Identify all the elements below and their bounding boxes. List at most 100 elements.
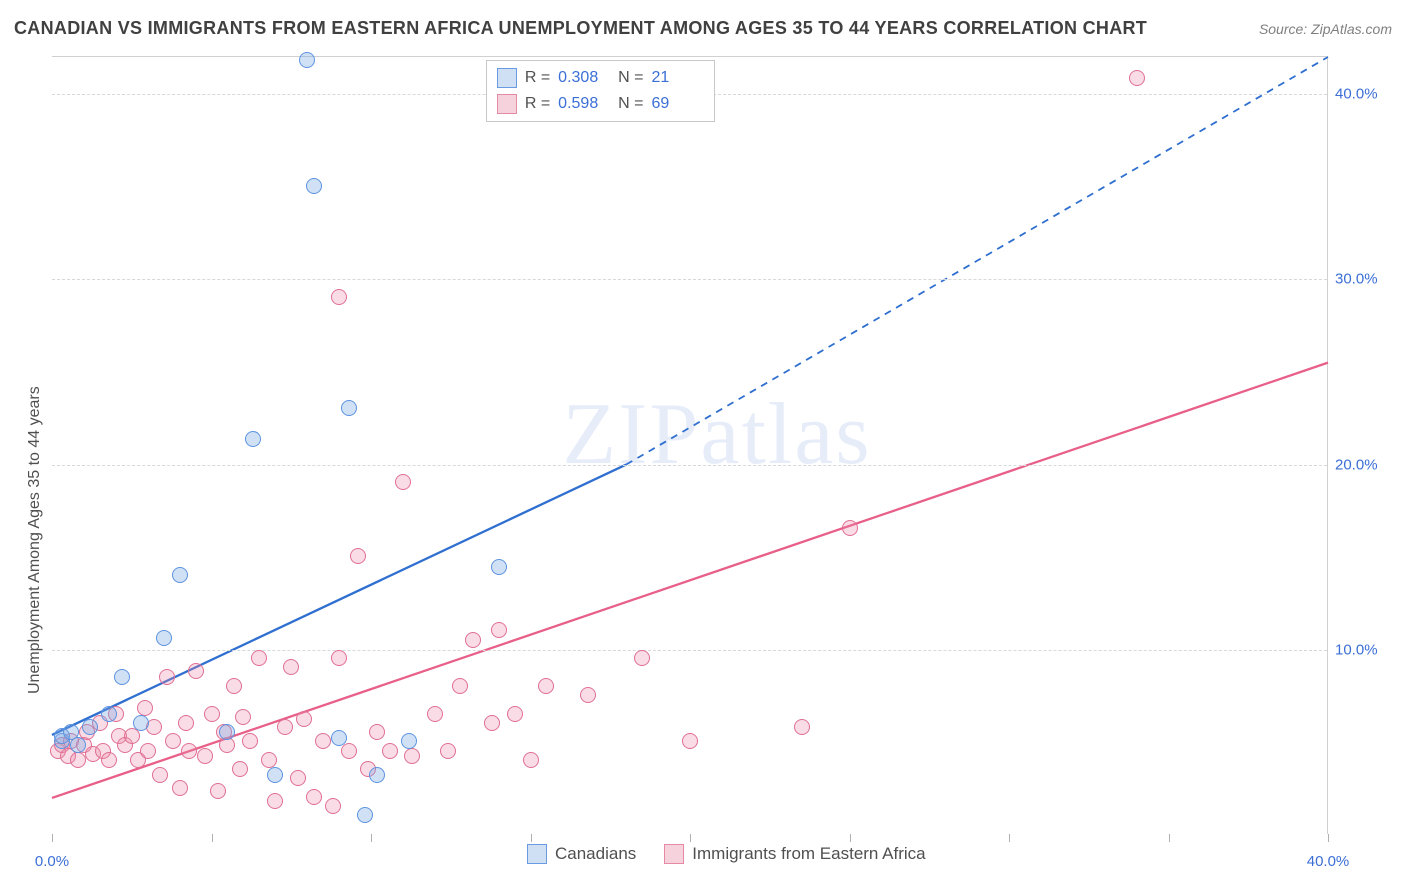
data-point-pink bbox=[172, 780, 188, 796]
data-point-pink bbox=[794, 719, 810, 735]
data-point-pink bbox=[232, 761, 248, 777]
data-point-pink bbox=[277, 719, 293, 735]
data-point-pink bbox=[178, 715, 194, 731]
data-point-pink bbox=[538, 678, 554, 694]
x-tick bbox=[1009, 834, 1010, 842]
data-point-blue bbox=[306, 178, 322, 194]
source-label: Source: ZipAtlas.com bbox=[1259, 21, 1392, 37]
n-label: N = bbox=[618, 69, 643, 87]
correlation-legend: R = 0.308 N = 21 R = 0.598 N = 69 bbox=[486, 60, 715, 122]
data-point-blue bbox=[245, 431, 261, 447]
data-point-blue bbox=[401, 733, 417, 749]
data-point-pink bbox=[261, 752, 277, 768]
data-point-pink bbox=[331, 289, 347, 305]
scatter-plot-area: ZIPatlas 10.0%20.0%30.0%40.0%0.0%40.0% bbox=[52, 56, 1328, 834]
data-point-pink bbox=[267, 793, 283, 809]
data-point-pink bbox=[507, 706, 523, 722]
legend-row-canadians: R = 0.308 N = 21 bbox=[497, 65, 704, 91]
data-point-pink bbox=[1129, 70, 1145, 86]
n-value-pink: 69 bbox=[652, 95, 704, 113]
data-point-pink bbox=[452, 678, 468, 694]
data-point-pink bbox=[580, 687, 596, 703]
data-point-blue bbox=[133, 715, 149, 731]
data-point-pink bbox=[140, 743, 156, 759]
data-point-pink bbox=[369, 724, 385, 740]
swatch-pink bbox=[497, 94, 517, 114]
data-point-pink bbox=[152, 767, 168, 783]
y-tick-label: 20.0% bbox=[1335, 456, 1395, 473]
data-point-blue bbox=[341, 400, 357, 416]
legend-row-immigrants: R = 0.598 N = 69 bbox=[497, 91, 704, 117]
legend-label-immigrants: Immigrants from Eastern Africa bbox=[692, 844, 925, 864]
data-point-blue bbox=[156, 630, 172, 646]
legend-label-canadians: Canadians bbox=[555, 844, 636, 864]
data-point-pink bbox=[331, 650, 347, 666]
series-legend: Canadians Immigrants from Eastern Africa bbox=[527, 844, 926, 864]
n-value-blue: 21 bbox=[652, 69, 704, 87]
data-point-pink bbox=[165, 733, 181, 749]
data-point-pink bbox=[315, 733, 331, 749]
data-point-pink bbox=[350, 548, 366, 564]
data-point-pink bbox=[290, 770, 306, 786]
x-tick bbox=[531, 834, 532, 842]
y-tick-label: 40.0% bbox=[1335, 86, 1395, 103]
data-point-pink bbox=[325, 798, 341, 814]
data-point-pink bbox=[101, 752, 117, 768]
data-point-blue bbox=[70, 737, 86, 753]
data-point-blue bbox=[357, 807, 373, 823]
legend-item-canadians: Canadians bbox=[527, 844, 636, 864]
data-point-pink bbox=[306, 789, 322, 805]
x-tick-label: 40.0% bbox=[1307, 853, 1350, 870]
data-point-pink bbox=[682, 733, 698, 749]
x-tick bbox=[1328, 834, 1329, 842]
data-point-blue bbox=[369, 767, 385, 783]
gridline-h bbox=[52, 465, 1327, 466]
data-point-pink bbox=[484, 715, 500, 731]
swatch-pink bbox=[664, 844, 684, 864]
r-value-blue: 0.308 bbox=[558, 69, 610, 87]
data-point-blue bbox=[101, 706, 117, 722]
legend-item-immigrants: Immigrants from Eastern Africa bbox=[664, 844, 925, 864]
data-point-pink bbox=[235, 709, 251, 725]
swatch-blue bbox=[527, 844, 547, 864]
r-label: R = bbox=[525, 95, 550, 113]
data-point-pink bbox=[197, 748, 213, 764]
data-point-pink bbox=[382, 743, 398, 759]
swatch-blue bbox=[497, 68, 517, 88]
y-tick-label: 10.0% bbox=[1335, 641, 1395, 658]
data-point-pink bbox=[491, 622, 507, 638]
data-point-blue bbox=[114, 669, 130, 685]
y-tick-label: 30.0% bbox=[1335, 271, 1395, 288]
data-point-pink bbox=[181, 743, 197, 759]
data-point-pink bbox=[465, 632, 481, 648]
r-value-pink: 0.598 bbox=[558, 95, 610, 113]
x-tick bbox=[850, 834, 851, 842]
data-point-pink bbox=[251, 650, 267, 666]
data-point-pink bbox=[634, 650, 650, 666]
data-point-pink bbox=[341, 743, 357, 759]
data-point-pink bbox=[204, 706, 220, 722]
data-point-blue bbox=[299, 52, 315, 68]
x-tick bbox=[371, 834, 372, 842]
data-point-blue bbox=[267, 767, 283, 783]
r-label: R = bbox=[525, 69, 550, 87]
x-tick bbox=[212, 834, 213, 842]
data-point-pink bbox=[440, 743, 456, 759]
data-point-pink bbox=[159, 669, 175, 685]
x-tick bbox=[1169, 834, 1170, 842]
gridline-h bbox=[52, 650, 1327, 651]
data-point-pink bbox=[395, 474, 411, 490]
data-point-pink bbox=[427, 706, 443, 722]
data-point-pink bbox=[283, 659, 299, 675]
n-label: N = bbox=[618, 95, 643, 113]
chart-title: CANADIAN VS IMMIGRANTS FROM EASTERN AFRI… bbox=[14, 18, 1147, 39]
x-tick bbox=[690, 834, 691, 842]
data-point-pink bbox=[137, 700, 153, 716]
data-point-pink bbox=[226, 678, 242, 694]
data-point-pink bbox=[188, 663, 204, 679]
data-point-pink bbox=[404, 748, 420, 764]
data-point-pink bbox=[523, 752, 539, 768]
y-axis-label: Unemployment Among Ages 35 to 44 years bbox=[26, 386, 44, 694]
data-point-blue bbox=[331, 730, 347, 746]
data-point-blue bbox=[491, 559, 507, 575]
